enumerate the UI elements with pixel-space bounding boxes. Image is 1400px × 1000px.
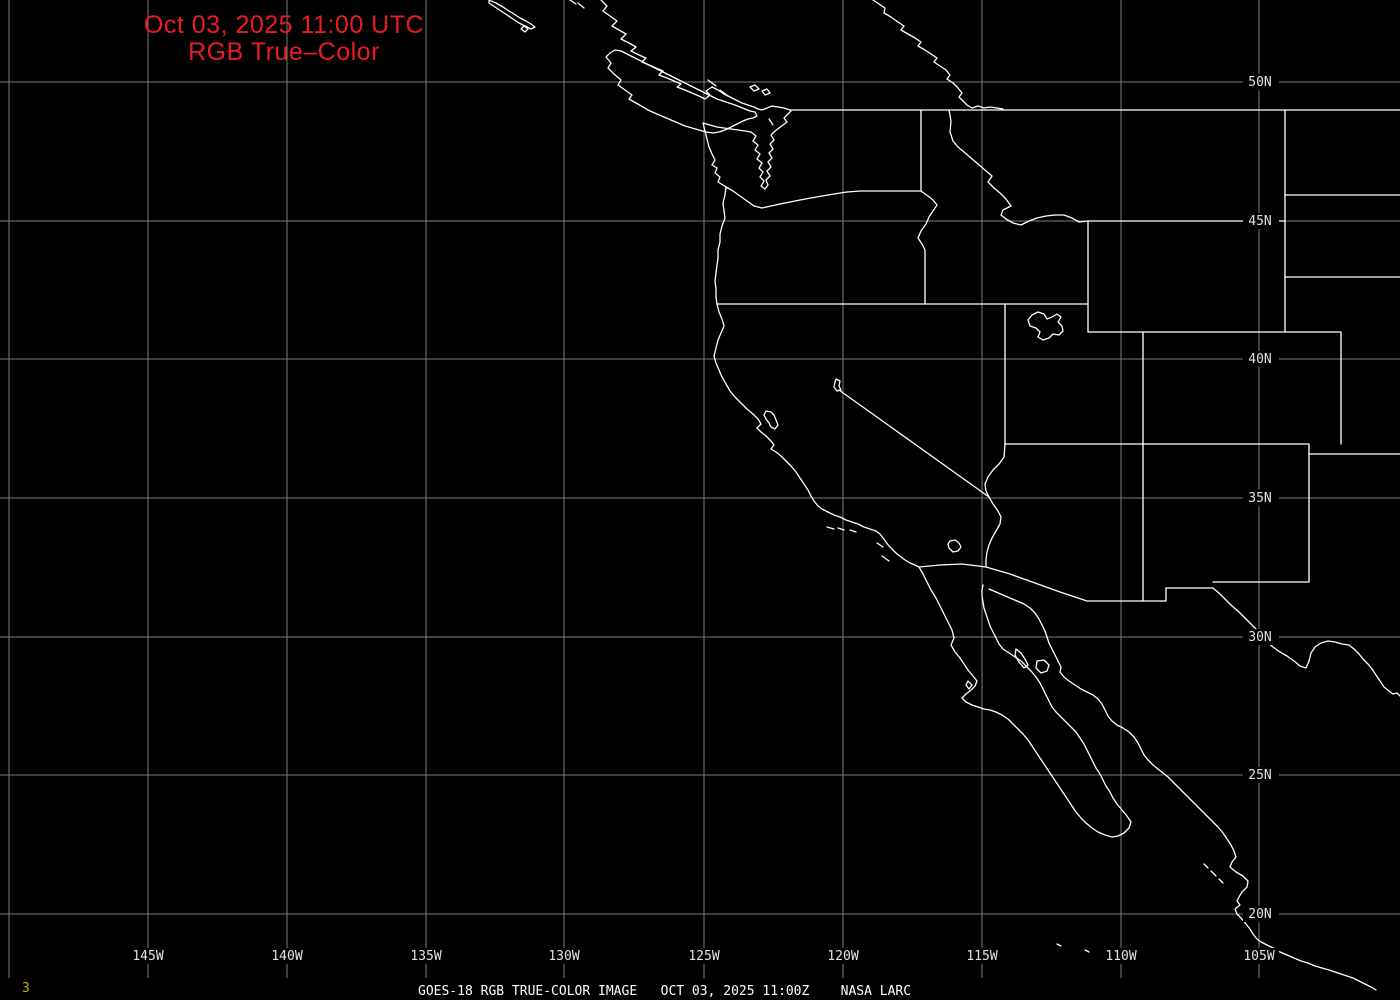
lon-label-130W: 130W (548, 949, 579, 964)
lon-label-115W: 115W (966, 949, 997, 964)
lon-label-135W: 135W (410, 949, 441, 964)
island-san-juan-1 (749, 84, 760, 92)
border-us-mexico (918, 563, 1214, 602)
coast-olympic-north (702, 122, 752, 133)
coast-baja-pacific (918, 566, 1125, 838)
frame-number: 3 (22, 981, 30, 996)
lon-label-bg-115W (962, 948, 1002, 964)
lat-label-25N: 25N (1248, 768, 1271, 783)
island-revillagigedo-1 (1056, 943, 1062, 947)
lat-label-bg-20N (1243, 906, 1279, 922)
coast-washington (702, 122, 727, 188)
lon-label-120W: 120W (827, 949, 858, 964)
lon-label-bg-105W (1239, 948, 1279, 964)
islas-marias-1 (1203, 863, 1209, 869)
coast-california (713, 303, 920, 568)
lat-label-bg-40N (1243, 351, 1279, 367)
lon-label-bg-120W (823, 948, 863, 964)
lat-label-35N: 35N (1248, 491, 1271, 506)
lon-label-110W: 110W (1105, 949, 1136, 964)
lon-label-bg-145W (128, 948, 168, 964)
border-ca-nv-diagonal (838, 389, 990, 498)
map-layer (488, 0, 1400, 991)
title-datetime: Oct 03, 2025 11:00 UTC (143, 11, 425, 39)
border-or-id-snake-river (917, 190, 938, 305)
island-whidbey (768, 118, 774, 126)
island-haida-hook (520, 25, 529, 33)
island-catalina (876, 542, 884, 548)
grid-layer (0, 0, 1400, 978)
border-wa-or-columbia-river (725, 186, 922, 209)
island-san-clemente (881, 555, 890, 562)
coast-puget-sound (750, 110, 792, 190)
islas-marias-2 (1210, 870, 1217, 877)
island-bc-islet-1 (569, 0, 577, 5)
lat-label-50N: 50N (1248, 75, 1271, 90)
lon-label-125W: 125W (688, 949, 719, 964)
lat-label-bg-25N (1243, 767, 1279, 783)
lake-great-salt (1027, 311, 1064, 341)
island-tiburon (1035, 659, 1050, 674)
border-nv-az-colorado-river (984, 443, 1006, 498)
island-san-juan-2 (761, 88, 771, 96)
coast-oregon (714, 186, 727, 305)
island-channel-3 (849, 529, 857, 533)
lon-label-145W: 145W (132, 949, 163, 964)
lon-label-105W: 105W (1243, 949, 1274, 964)
lat-label-45N: 45N (1248, 214, 1271, 229)
island-bc-islet-2 (577, 2, 585, 9)
island-haida-gwaii (488, 0, 536, 30)
lat-label-bg-30N (1243, 629, 1279, 645)
title-product-name: RGB True–Color (188, 38, 380, 66)
island-vancouver (605, 49, 758, 134)
lat-label-bg-50N (1243, 74, 1279, 90)
lat-label-30N: 30N (1248, 630, 1271, 645)
lat-label-bg-35N (1243, 490, 1279, 506)
lon-label-bg-130W (544, 948, 584, 964)
island-angel-de-la-guarda (1014, 648, 1029, 669)
lake-san-francisco-bay (763, 410, 779, 430)
island-texada-2 (719, 89, 729, 97)
border-ca-az-colorado-river (985, 496, 1002, 568)
lon-label-140W: 140W (271, 949, 302, 964)
island-channel-1 (826, 526, 835, 530)
coast-bc-mainland (600, 0, 791, 111)
island-cedros (965, 680, 973, 690)
lon-label-bg-110W (1101, 948, 1141, 964)
lat-label-bg-45N (1243, 213, 1279, 229)
island-texada-1 (707, 79, 717, 87)
border-rio-grande (1212, 587, 1400, 697)
island-revillagigedo-2 (1084, 949, 1090, 953)
island-channel-2 (837, 527, 845, 531)
lake-salton-sea (947, 539, 962, 553)
lat-label-40N: 40N (1248, 352, 1271, 367)
lon-label-bg-135W (406, 948, 446, 964)
lon-label-bg-125W (684, 948, 724, 964)
border-id-mt (948, 109, 1089, 226)
islas-marias-3 (1218, 878, 1224, 884)
border-bc-alberta-divide (872, 0, 1004, 110)
bottom-caption: GOES-18 RGB TRUE-COLOR IMAGE OCT 03, 202… (418, 984, 912, 999)
grid-label-layer: 145W 140W 135W 130W 125W 120W 115W 110W 105W 50N 4… (128, 74, 1279, 964)
lon-label-bg-140W (267, 948, 307, 964)
lat-label-20N: 20N (1248, 907, 1271, 922)
coast-baja-gulf (981, 584, 1132, 834)
image-timestamp-title: Oct 03, 2025 11:00 UTC RGB True–Color (103, 12, 465, 66)
